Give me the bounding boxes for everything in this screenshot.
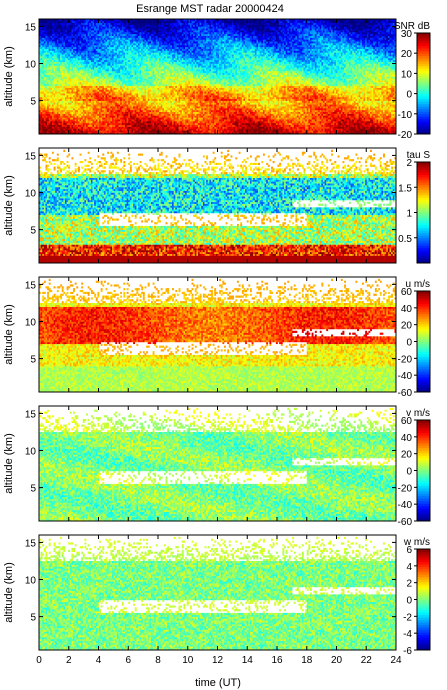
chart-title: Esrange MST radar 20000424 xyxy=(136,3,284,15)
heatmap-snr xyxy=(39,19,396,134)
